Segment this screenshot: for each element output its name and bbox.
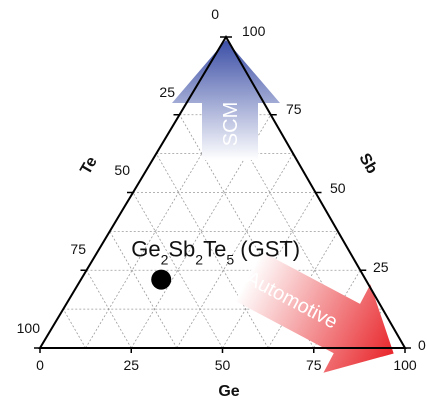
label-subscript: 5 xyxy=(226,252,234,268)
label-part: Sb xyxy=(168,237,195,262)
grid-line-te xyxy=(155,153,269,349)
te-tick-label: 75 xyxy=(70,241,86,257)
grid-line-te xyxy=(86,270,132,349)
te-tick-label: 100 xyxy=(17,320,41,336)
gst-point-label: Ge2Sb2Te5 (GST) xyxy=(131,237,300,268)
grid-line-ge xyxy=(267,231,339,349)
grid-line-te xyxy=(132,192,223,349)
scm-arrow-label: SCM xyxy=(220,102,242,146)
sb-tick-label: 75 xyxy=(286,101,302,117)
ge-tick-label: 75 xyxy=(306,357,322,373)
ge-tick-label: 25 xyxy=(123,357,139,373)
ge-tick-label: 50 xyxy=(215,357,231,373)
sb-tick-label: 100 xyxy=(242,23,266,39)
te-tick-label: 50 xyxy=(114,162,130,178)
automotive-arrow xyxy=(234,251,394,373)
label-subscript: 2 xyxy=(161,252,169,268)
te-tick-label: 0 xyxy=(211,6,219,22)
sb-axis-title: Sb xyxy=(355,151,380,177)
te-axis-title: Te xyxy=(77,154,101,178)
scm-arrow xyxy=(172,40,280,160)
label-part: Te xyxy=(203,237,226,262)
ge-axis-title: Ge xyxy=(218,383,239,400)
te-tick-label: 25 xyxy=(159,84,175,100)
gst-data-point xyxy=(151,269,172,290)
sb-tick-label: 0 xyxy=(418,337,426,353)
grid-line-te xyxy=(109,231,178,349)
label-part: (GST) xyxy=(234,237,300,262)
sb-tick-label: 25 xyxy=(373,259,389,275)
sb-tick-label: 50 xyxy=(330,180,346,196)
grid-line-te xyxy=(62,308,86,349)
label-subscript: 2 xyxy=(195,252,203,268)
ge-tick-label: 0 xyxy=(36,357,44,373)
ge-tick-label: 100 xyxy=(393,357,417,373)
data-points: Ge2Sb2Te5 (GST) xyxy=(131,237,300,290)
grid-line-ge xyxy=(176,153,294,349)
label-part: Ge xyxy=(131,237,160,262)
